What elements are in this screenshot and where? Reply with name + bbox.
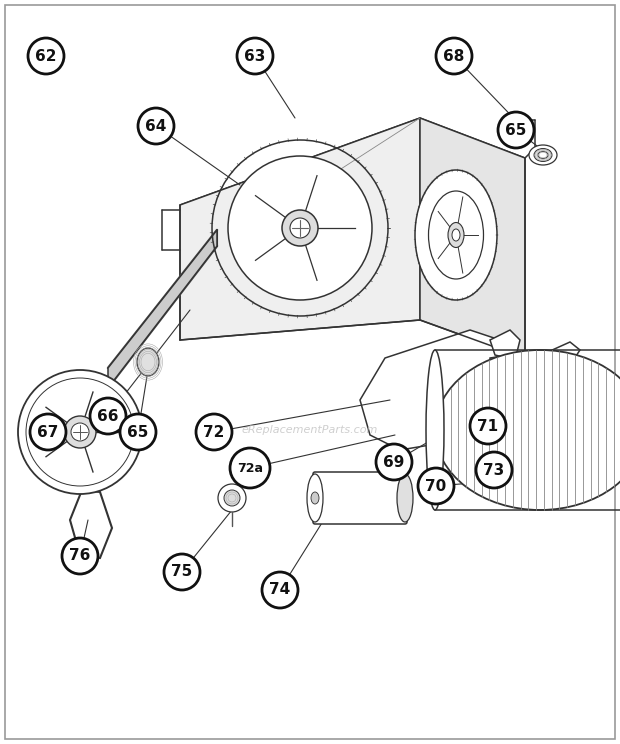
Ellipse shape bbox=[397, 474, 413, 522]
Text: 65: 65 bbox=[505, 123, 526, 138]
Polygon shape bbox=[490, 355, 512, 372]
Circle shape bbox=[28, 38, 64, 74]
Text: 75: 75 bbox=[171, 565, 193, 580]
Polygon shape bbox=[420, 118, 525, 358]
Text: 73: 73 bbox=[484, 463, 505, 478]
Ellipse shape bbox=[137, 348, 159, 376]
Circle shape bbox=[90, 398, 126, 434]
FancyBboxPatch shape bbox=[313, 472, 407, 524]
Text: 72: 72 bbox=[203, 425, 224, 440]
Text: 62: 62 bbox=[35, 48, 57, 63]
Text: 67: 67 bbox=[37, 425, 59, 440]
Text: 68: 68 bbox=[443, 48, 464, 63]
Text: eReplacementParts.com: eReplacementParts.com bbox=[242, 425, 378, 435]
Circle shape bbox=[26, 378, 134, 486]
Circle shape bbox=[282, 210, 318, 246]
Circle shape bbox=[436, 38, 472, 74]
Circle shape bbox=[18, 370, 142, 494]
Ellipse shape bbox=[529, 145, 557, 165]
Text: 64: 64 bbox=[145, 118, 167, 133]
Text: 74: 74 bbox=[269, 583, 291, 597]
Text: 65: 65 bbox=[127, 425, 149, 440]
Text: 63: 63 bbox=[244, 48, 266, 63]
Polygon shape bbox=[530, 342, 580, 375]
Ellipse shape bbox=[452, 229, 460, 241]
Ellipse shape bbox=[534, 149, 552, 161]
Circle shape bbox=[164, 554, 200, 590]
Circle shape bbox=[237, 38, 273, 74]
Polygon shape bbox=[108, 230, 217, 388]
Circle shape bbox=[476, 452, 512, 488]
Circle shape bbox=[120, 414, 156, 450]
Ellipse shape bbox=[415, 170, 497, 300]
Circle shape bbox=[196, 414, 232, 450]
Polygon shape bbox=[180, 118, 525, 248]
Polygon shape bbox=[490, 330, 520, 360]
Circle shape bbox=[418, 468, 454, 504]
Circle shape bbox=[71, 423, 89, 441]
Circle shape bbox=[470, 408, 506, 444]
Text: 70: 70 bbox=[425, 478, 446, 493]
Circle shape bbox=[138, 108, 174, 144]
Ellipse shape bbox=[311, 492, 319, 504]
Text: 66: 66 bbox=[97, 408, 119, 423]
Circle shape bbox=[224, 490, 240, 506]
Ellipse shape bbox=[538, 152, 548, 158]
Circle shape bbox=[230, 448, 270, 488]
Circle shape bbox=[228, 156, 372, 300]
Text: 76: 76 bbox=[69, 548, 91, 563]
Text: 72a: 72a bbox=[237, 461, 263, 475]
Ellipse shape bbox=[435, 350, 620, 510]
Circle shape bbox=[64, 416, 96, 448]
Polygon shape bbox=[180, 118, 420, 340]
Polygon shape bbox=[70, 490, 112, 558]
Circle shape bbox=[62, 538, 98, 574]
Circle shape bbox=[30, 414, 66, 450]
Polygon shape bbox=[360, 330, 510, 450]
Ellipse shape bbox=[426, 350, 444, 510]
Text: 69: 69 bbox=[383, 455, 405, 469]
Ellipse shape bbox=[428, 191, 484, 279]
Polygon shape bbox=[510, 358, 585, 390]
Circle shape bbox=[376, 444, 412, 480]
Circle shape bbox=[498, 112, 534, 148]
Text: 71: 71 bbox=[477, 418, 498, 434]
Ellipse shape bbox=[448, 222, 464, 248]
Circle shape bbox=[290, 218, 310, 238]
Ellipse shape bbox=[307, 474, 323, 522]
Circle shape bbox=[262, 572, 298, 608]
Circle shape bbox=[218, 484, 246, 512]
